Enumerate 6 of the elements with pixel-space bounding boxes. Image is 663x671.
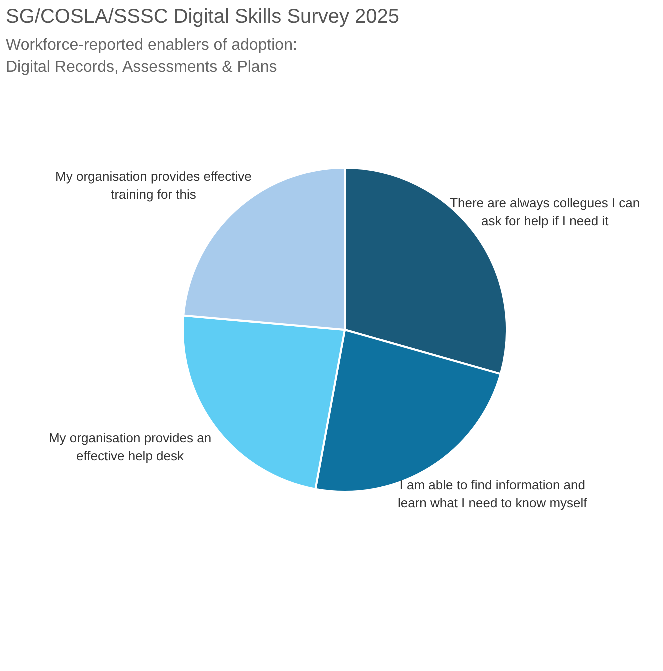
chart-title: SG/COSLA/SSSC Digital Skills Survey 2025	[6, 6, 400, 29]
chart-subtitle: Workforce-reported enablers of adoption: Digital Records, Assessments & Plans	[6, 36, 298, 78]
slice-label: There are always collegues I can ask for help if I need it	[450, 195, 640, 228]
slice-label: I am able to find information and learn what I need to know myself	[398, 478, 588, 511]
slice-label: My organisation provides effective training for this	[56, 169, 252, 202]
slice-label: My organisation provides an effective help desk	[48, 430, 212, 464]
